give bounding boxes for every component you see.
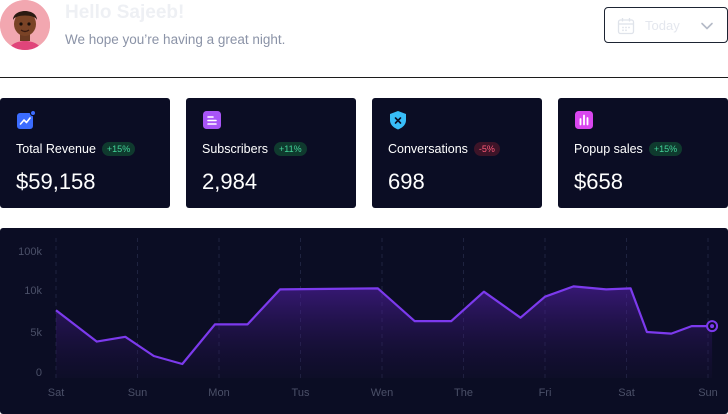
stat-card-subscribers[interactable]: Subscribers +11% 2,984 bbox=[186, 98, 356, 208]
highlight-point-dot bbox=[710, 324, 715, 329]
trend-badge: +11% bbox=[274, 142, 307, 156]
x-tick-label: Sat bbox=[618, 387, 635, 399]
stat-title: Total Revenue +15% bbox=[16, 142, 136, 156]
stat-title: Conversations -5% bbox=[388, 142, 500, 156]
document-list-icon bbox=[203, 111, 221, 129]
y-tick-label: 10k bbox=[24, 285, 42, 297]
x-tick-label: Sun bbox=[128, 387, 148, 399]
stat-value: 2,984 bbox=[202, 169, 258, 194]
area-fill bbox=[56, 286, 713, 378]
y-tick-label: 100k bbox=[18, 246, 42, 258]
y-tick-label: 0 bbox=[36, 367, 42, 379]
bar-chart-icon bbox=[575, 111, 593, 129]
x-tick-label: Mon bbox=[208, 387, 229, 399]
calendar-icon bbox=[617, 18, 635, 35]
x-tick-label: Sun bbox=[698, 387, 718, 399]
stat-title: Subscribers +11% bbox=[202, 142, 307, 156]
x-tick-label: Wen bbox=[371, 387, 393, 399]
stat-card-total-revenue[interactable]: Total Revenue +15% $59,158 bbox=[0, 98, 170, 208]
stat-value: $658 bbox=[574, 169, 623, 194]
y-tick-label: 5k bbox=[30, 327, 42, 339]
trend-badge: +15% bbox=[648, 142, 683, 156]
page-header: Hello Sajeeb! We hope you’re having a gr… bbox=[0, 0, 728, 78]
chevron-down-icon bbox=[701, 22, 713, 30]
greeting-subtitle: We hope you’re having a great night. bbox=[65, 32, 286, 47]
trend-chart-icon bbox=[17, 110, 36, 129]
x-tick-label: Tus bbox=[292, 387, 310, 399]
series-line bbox=[55, 285, 713, 366]
trend-badge: -5% bbox=[473, 142, 500, 156]
shield-x-icon bbox=[390, 111, 406, 130]
trend-badge: +15% bbox=[101, 142, 136, 156]
stat-card-conversations[interactable]: Conversations -5% 698 bbox=[372, 98, 542, 208]
stat-value: $59,158 bbox=[16, 169, 96, 194]
stat-title: Popup sales +15% bbox=[574, 142, 683, 156]
x-tick-label: Sat bbox=[48, 387, 65, 399]
user-avatar-icon bbox=[0, 0, 50, 50]
date-range-label: Today bbox=[645, 18, 680, 33]
stat-card-popup-sales[interactable]: Popup sales +15% $658 bbox=[558, 98, 728, 208]
stat-value: 698 bbox=[388, 169, 425, 194]
greeting-title: Hello Sajeeb! bbox=[65, 2, 185, 23]
user-avatar[interactable] bbox=[0, 0, 50, 50]
date-range-dropdown[interactable]: Today bbox=[604, 7, 728, 43]
x-tick-label: Fri bbox=[539, 387, 552, 399]
x-tick-label: The bbox=[454, 387, 473, 399]
revenue-chart: Sat Sun Mon Tus Wen The Fri Sat Sun 100k 10k 5k 0 bbox=[0, 228, 728, 414]
